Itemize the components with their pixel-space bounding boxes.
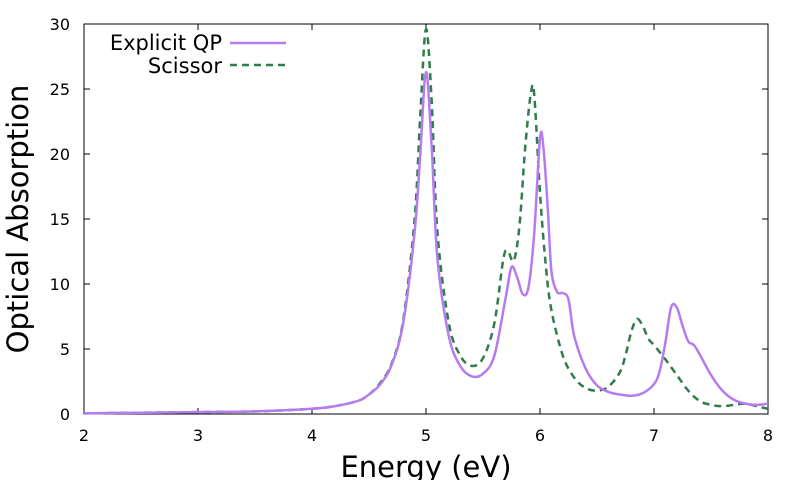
x-axis-label: Energy (eV) [340, 450, 511, 480]
y-tick-label: 0 [60, 405, 70, 424]
y-tick-label: 20 [50, 145, 70, 164]
legend-label-scissor: Scissor [148, 54, 222, 78]
y-tick-label: 15 [50, 210, 70, 229]
series-line-scissor [83, 27, 769, 415]
axis-ticks: 2 3 4 5 6 7 8 0 5 10 15 20 25 30 [50, 15, 773, 445]
series-layer [83, 27, 769, 415]
y-tick-label: 30 [50, 15, 70, 34]
x-tick-label: 3 [193, 426, 203, 445]
series-line-explicit-qp [83, 70, 769, 415]
x-tick-label: 4 [307, 426, 317, 445]
x-tick-label: 2 [79, 426, 89, 445]
x-tick-label: 7 [649, 426, 659, 445]
plot-frame [83, 23, 769, 415]
legend-label-explicit-qp: Explicit QP [110, 31, 222, 55]
legend: Explicit QP Scissor [110, 31, 286, 78]
y-tick-label: 10 [50, 275, 70, 294]
x-tick-label: 8 [763, 426, 773, 445]
y-axis-label: Optical Absorption [1, 85, 35, 354]
y-tick-label: 25 [50, 80, 70, 99]
x-tick-label: 6 [535, 426, 545, 445]
x-tick-label: 5 [421, 426, 431, 445]
y-tick-label: 5 [60, 340, 70, 359]
